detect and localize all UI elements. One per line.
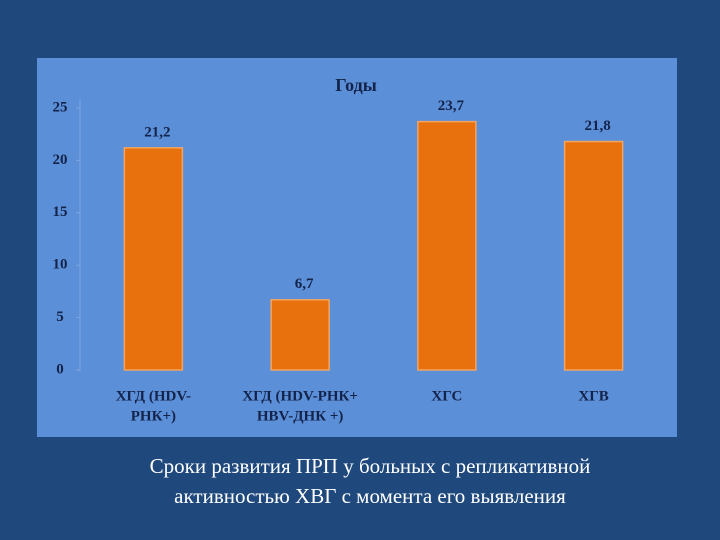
y-tick-label: 25 — [53, 99, 68, 115]
y-tick-label: 5 — [56, 309, 64, 325]
x-tick-label: ХГД (HDV-РНК+ — [242, 388, 358, 404]
value-label: 21,2 — [144, 124, 170, 140]
bar — [417, 120, 477, 371]
x-tick-label: ХГС — [431, 388, 462, 404]
x-tick-label: ХГВ — [578, 388, 608, 404]
x-tick-label: ХГД (HDV- — [116, 388, 191, 404]
value-label: 6,7 — [295, 276, 314, 292]
value-label: 21,8 — [585, 118, 611, 134]
bar — [123, 147, 184, 371]
y-tick-label: 20 — [53, 152, 68, 168]
x-tick-label: РНК+) — [131, 408, 176, 424]
y-tick-label: 0 — [56, 361, 64, 377]
value-label: 23,7 — [438, 98, 465, 114]
y-tick-label: 10 — [53, 257, 68, 273]
caption-line: Сроки развития ПРП у больных с репликати… — [150, 454, 591, 478]
y-tick-label: 15 — [53, 204, 68, 220]
bar — [270, 299, 330, 371]
caption-line: активностью ХВГ с момента его выявления — [174, 484, 566, 508]
x-tick-label: HBV-ДНК +) — [257, 408, 344, 424]
bar — [563, 140, 624, 371]
chart-title: Годы — [335, 75, 377, 95]
